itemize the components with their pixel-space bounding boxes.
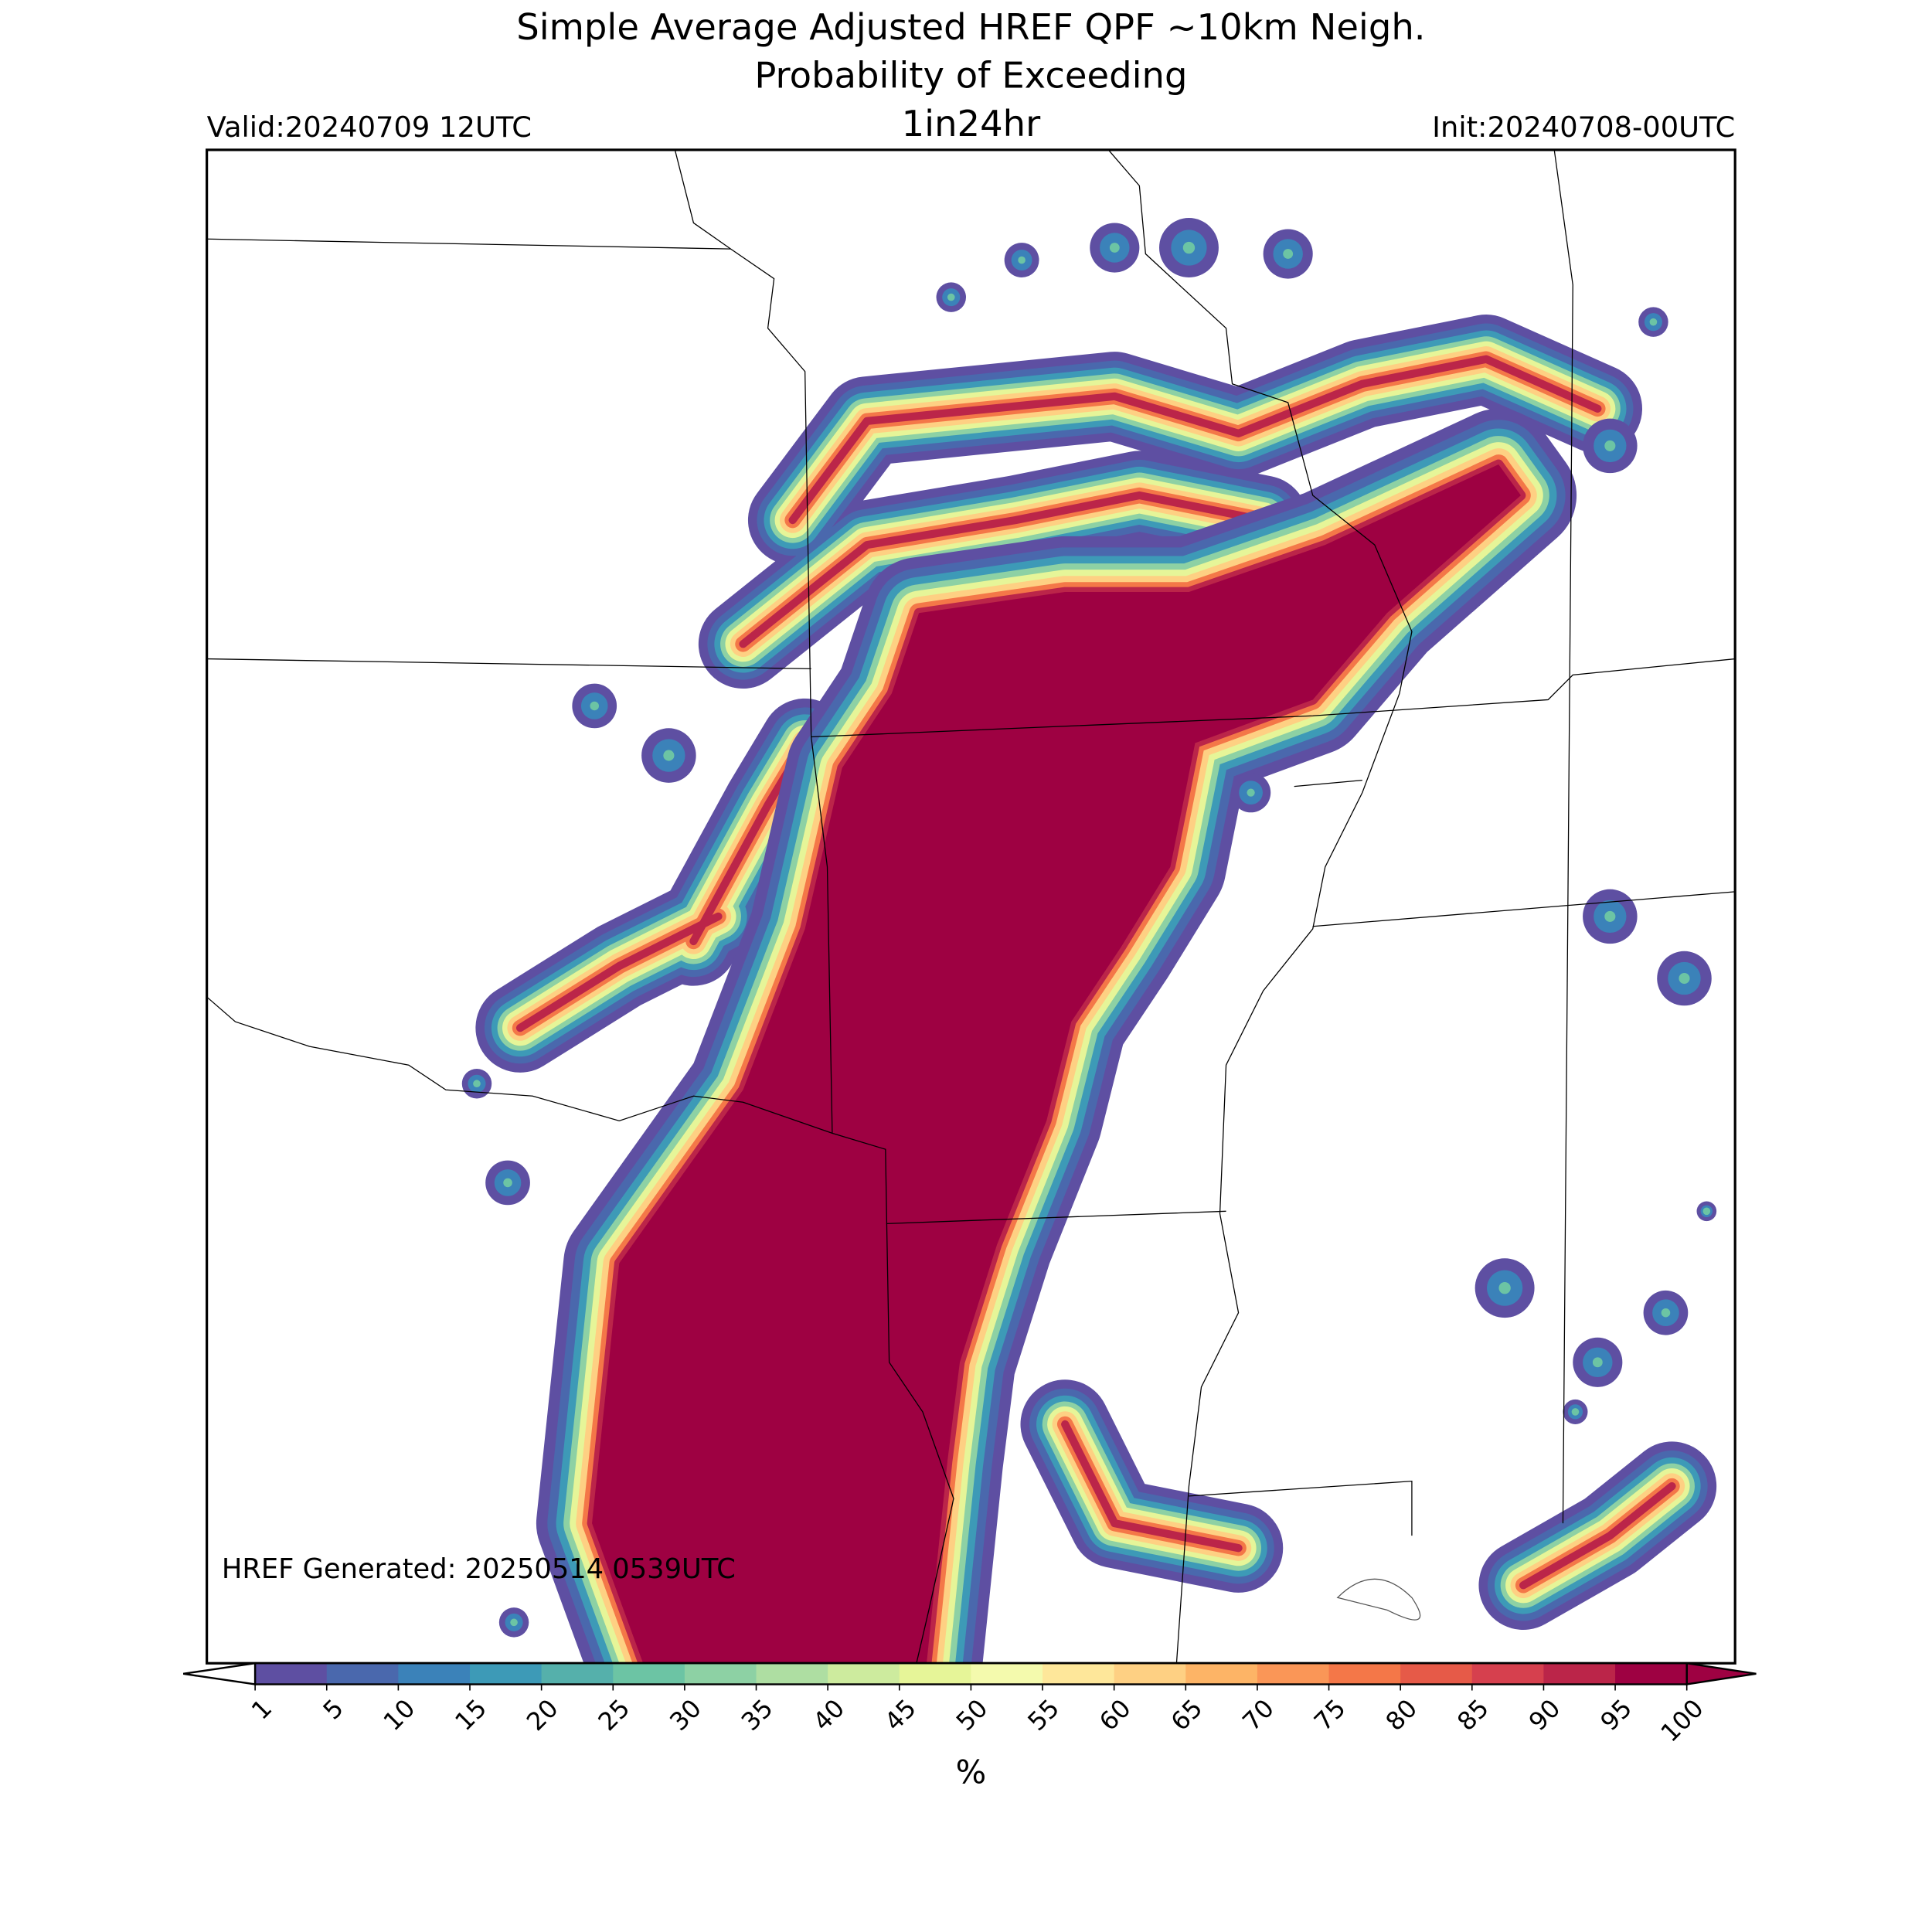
threshold-label: 1in24hr xyxy=(902,103,1042,145)
colorbar-segment xyxy=(398,1663,471,1685)
probability-cell xyxy=(1702,1207,1711,1216)
probability-contour xyxy=(515,355,1676,1590)
probability-cell xyxy=(503,1178,512,1188)
colorbar-tick-label: 90 xyxy=(1523,1693,1566,1736)
border xyxy=(886,1223,954,1664)
init-time: Init:20240708-00UTC xyxy=(1432,111,1735,144)
colorbar-tick-label: 75 xyxy=(1308,1693,1352,1736)
colorbar-tick-label: 25 xyxy=(593,1693,636,1736)
colorbar-segment xyxy=(684,1663,757,1685)
border xyxy=(206,996,833,1134)
colorbar-tick-label: 30 xyxy=(664,1693,707,1736)
colorbar-segment xyxy=(756,1663,828,1685)
colorbar-tick-label: 65 xyxy=(1165,1693,1209,1736)
colorbar-tick-label: 20 xyxy=(521,1693,564,1736)
probability-cell xyxy=(1649,318,1658,326)
probability-cell xyxy=(1283,249,1294,259)
colorbar-extend-low xyxy=(183,1662,257,1685)
colorbar-tick-label: 50 xyxy=(951,1693,994,1736)
colorbar-segment xyxy=(1328,1663,1401,1685)
colorbar-tick-label: 40 xyxy=(807,1693,850,1736)
colorbar-segment xyxy=(1114,1663,1187,1685)
colorbar-segment xyxy=(326,1663,400,1685)
colorbar-frame xyxy=(253,1662,1688,1685)
state-borders xyxy=(206,149,1736,1664)
probability-cell xyxy=(1604,440,1616,451)
probability-cell xyxy=(590,701,599,711)
colorbar-segment xyxy=(1185,1663,1258,1685)
probability-cell xyxy=(1592,1357,1603,1368)
probability-cell xyxy=(1661,1308,1671,1318)
colorbar: 1 5 10 15 20 25 30 35 40 45 50 55 60 65 70 75 80 85 90 95 10… xyxy=(183,1662,1757,1747)
probability-cell xyxy=(1571,1408,1580,1416)
colorbar-tick-label: 5 xyxy=(318,1693,349,1725)
colorbar-segment xyxy=(1471,1663,1545,1685)
probability-core xyxy=(592,464,1521,1664)
colorbar-tick-label: 95 xyxy=(1594,1693,1638,1736)
colorbar-segment xyxy=(971,1663,1043,1685)
colorbar-tick-label: 60 xyxy=(1094,1693,1137,1736)
probability-cell xyxy=(1679,972,1690,985)
probability-cell xyxy=(663,750,675,761)
probability-cell xyxy=(947,293,955,301)
probability-cell xyxy=(1109,243,1120,253)
colorbar-tick-label: 70 xyxy=(1236,1693,1280,1736)
colorbar-extend-high xyxy=(1685,1662,1757,1685)
colorbar-tick-label: 1 xyxy=(246,1693,277,1725)
border xyxy=(1189,149,1736,1536)
colorbar-label: % xyxy=(956,1753,987,1791)
probability-cell xyxy=(1498,1281,1511,1294)
probability-cell xyxy=(510,1618,518,1627)
title: Simple Average Adjusted HREF QPF ~10km N… xyxy=(516,6,1425,48)
colorbar-tick-label: 85 xyxy=(1451,1693,1495,1736)
probability-cell xyxy=(1247,788,1255,797)
title: Probability of Exceeding xyxy=(754,54,1187,96)
colorbar-tick-label: 15 xyxy=(449,1693,492,1736)
colorbar-tick-label: 35 xyxy=(736,1693,779,1736)
generated-note: HREF Generated: 20250514 0539UTC xyxy=(222,1553,736,1585)
colorbar-tick-label: 45 xyxy=(879,1693,922,1736)
colorbar-segment xyxy=(1257,1663,1330,1685)
colorbar-segment xyxy=(1043,1663,1115,1685)
probability-cell xyxy=(1018,256,1026,264)
probability-cell xyxy=(473,1080,481,1088)
probability-cell xyxy=(1182,241,1196,254)
colorbar-segment xyxy=(255,1663,328,1685)
colorbar-segment xyxy=(1543,1663,1616,1685)
probability-cell xyxy=(1604,910,1616,922)
colorbar-segment xyxy=(613,1663,685,1685)
colorbar-segment xyxy=(899,1663,972,1685)
border xyxy=(674,149,1413,1664)
coastline xyxy=(1336,1578,1421,1621)
colorbar-tick-label: 55 xyxy=(1022,1693,1065,1736)
colorbar-tick-label: 80 xyxy=(1380,1693,1423,1736)
colorbar-segment xyxy=(828,1663,900,1685)
colorbar-segment xyxy=(470,1663,543,1685)
border xyxy=(206,658,811,670)
border xyxy=(811,658,1736,738)
probability-field xyxy=(461,218,1717,1664)
colorbar-segment xyxy=(1615,1663,1688,1685)
valid-time: Valid:20240709 12UTC xyxy=(207,111,532,144)
colorbar-segment xyxy=(541,1663,614,1685)
colorbar-tick-label: 100 xyxy=(1655,1693,1709,1747)
colorbar-tick-label: 10 xyxy=(378,1693,421,1736)
colorbar-segment xyxy=(1400,1663,1473,1685)
